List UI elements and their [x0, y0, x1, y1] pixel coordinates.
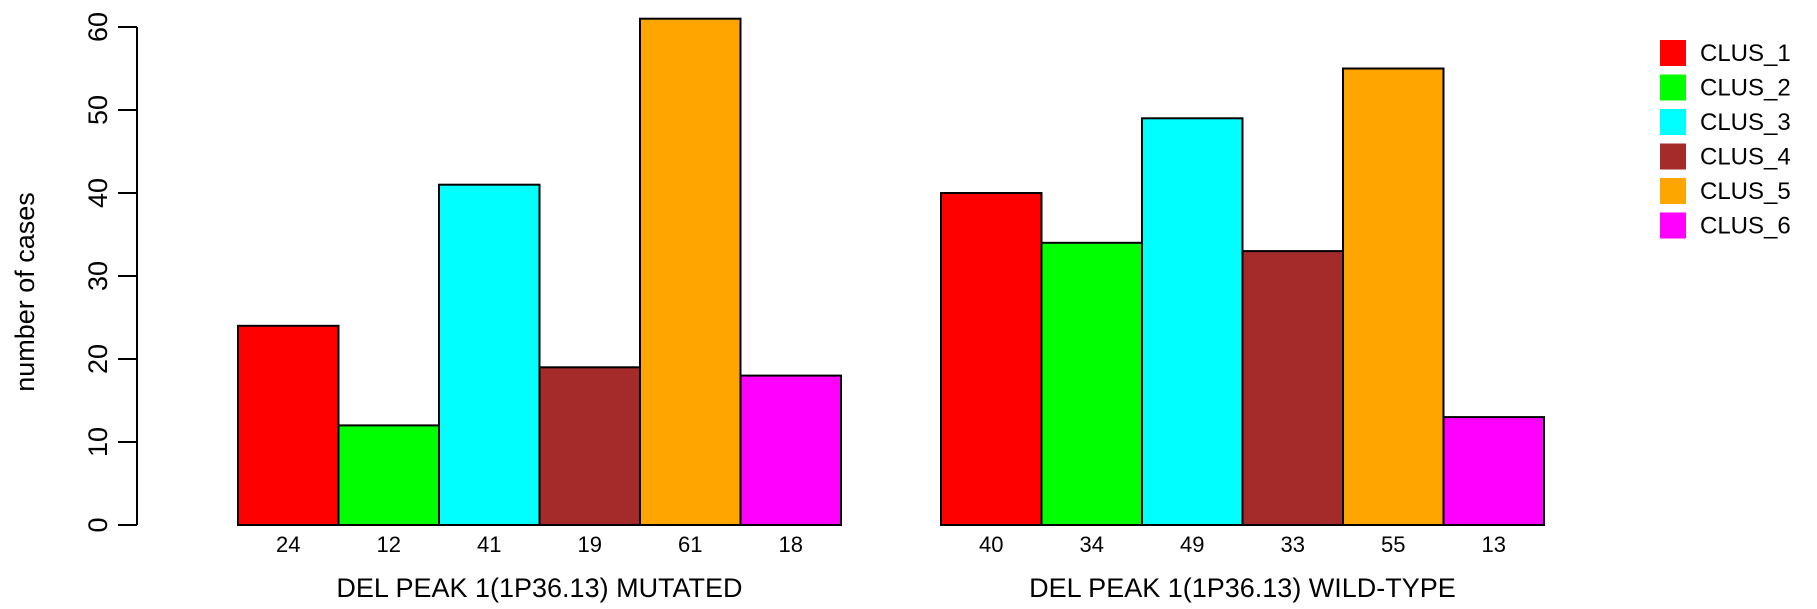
- y-tick-label: 50: [83, 95, 113, 125]
- bar: [337, 424, 440, 526]
- y-tick-label: 0: [83, 517, 113, 532]
- bar-value-label: 41: [477, 532, 501, 557]
- bar: [538, 366, 641, 526]
- legend-label: CLUS_6: [1700, 213, 1791, 240]
- bar: [237, 324, 340, 526]
- legend-swatch: [1660, 74, 1686, 101]
- bar: [639, 17, 742, 526]
- bar: [940, 192, 1043, 526]
- bar-value-label: 55: [1381, 532, 1405, 557]
- bar-value-label: 61: [678, 532, 702, 557]
- bar-value-label: 12: [377, 532, 401, 557]
- bar-value-labels: 24 12 41 19 61 18 40 34 49 33 55 13: [276, 532, 1506, 557]
- legend-swatch: [1660, 40, 1686, 66]
- group-label: DEL PEAK 1(1P36.13) WILD-TYPE: [1029, 573, 1456, 603]
- legend-swatch: [1660, 109, 1686, 135]
- bar: [1141, 117, 1244, 527]
- bar: [1241, 250, 1344, 526]
- y-tick-label: 60: [83, 12, 113, 42]
- bar-value-label: 24: [276, 532, 300, 557]
- bar-value-label: 49: [1180, 532, 1204, 557]
- bar: [1040, 241, 1143, 527]
- y-tick-label: 30: [83, 261, 113, 291]
- y-axis-label: number of cases: [10, 192, 40, 392]
- legend-swatch: [1660, 212, 1686, 239]
- bar-value-label: 19: [578, 532, 602, 557]
- y-axis: 0 10 20 30 40 50 60: [83, 12, 138, 533]
- bar: [739, 374, 842, 526]
- y-tick-label: 40: [83, 178, 113, 208]
- bar-value-label: 34: [1080, 532, 1104, 557]
- legend-label: CLUS_4: [1700, 144, 1791, 171]
- legend-swatch: [1660, 143, 1686, 170]
- legend-label: CLUS_3: [1700, 109, 1791, 136]
- y-tick-label: 20: [83, 344, 113, 374]
- bar: [438, 183, 541, 526]
- group-label: DEL PEAK 1(1P36.13) MUTATED: [336, 573, 742, 603]
- legend-label: CLUS_2: [1700, 75, 1791, 102]
- bar: [1342, 67, 1445, 526]
- bar-value-label: 18: [779, 532, 803, 557]
- legend: CLUS_1 CLUS_2 CLUS_3 CLUS_4 CLUS_5 CLUS_6: [1660, 40, 1791, 240]
- bars-layer: [237, 17, 1545, 527]
- legend-label: CLUS_5: [1700, 178, 1791, 205]
- legend-swatch: [1660, 178, 1686, 204]
- y-tick-label: 10: [83, 427, 113, 457]
- bar-value-label: 33: [1281, 532, 1305, 557]
- legend-label: CLUS_1: [1700, 40, 1791, 67]
- bar: [1442, 416, 1545, 527]
- group-labels: DEL PEAK 1(1P36.13) MUTATED DEL PEAK 1(1P…: [336, 573, 1455, 603]
- bar-value-label: 13: [1482, 532, 1506, 557]
- bar-value-label: 40: [979, 532, 1003, 557]
